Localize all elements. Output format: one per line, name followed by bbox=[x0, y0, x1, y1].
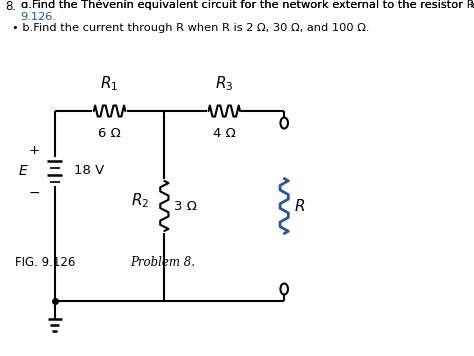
Text: $R$: $R$ bbox=[294, 198, 305, 214]
Text: FIG. 9.126: FIG. 9.126 bbox=[15, 256, 75, 269]
Text: ɑ.Find the Thévenin equivalent circuit for the network external to the resistor : ɑ.Find the Thévenin equivalent circuit f… bbox=[20, 0, 474, 10]
Text: • b.Find the current through R when R is 2 Ω, 30 Ω, and 100 Ω.: • b.Find the current through R when R is… bbox=[12, 23, 370, 33]
Text: Problem 8.: Problem 8. bbox=[130, 256, 195, 269]
Text: $E$: $E$ bbox=[18, 164, 29, 178]
Text: $R_1$: $R_1$ bbox=[100, 74, 118, 93]
Text: +: + bbox=[29, 145, 40, 157]
Text: 18 V: 18 V bbox=[74, 164, 104, 178]
Text: $R_2$: $R_2$ bbox=[131, 192, 149, 210]
Text: 4 Ω: 4 Ω bbox=[213, 127, 236, 140]
Text: 8.: 8. bbox=[6, 0, 17, 13]
Text: 9.126.: 9.126. bbox=[20, 12, 56, 22]
Text: $R_3$: $R_3$ bbox=[215, 74, 234, 93]
Text: 6 Ω: 6 Ω bbox=[98, 127, 121, 140]
Text: 3 Ω: 3 Ω bbox=[174, 199, 197, 213]
Text: −: − bbox=[28, 186, 40, 200]
Text: ɑ.Find the Thévenin equivalent circuit for the network external to the resistor : ɑ.Find the Thévenin equivalent circuit f… bbox=[20, 0, 474, 10]
